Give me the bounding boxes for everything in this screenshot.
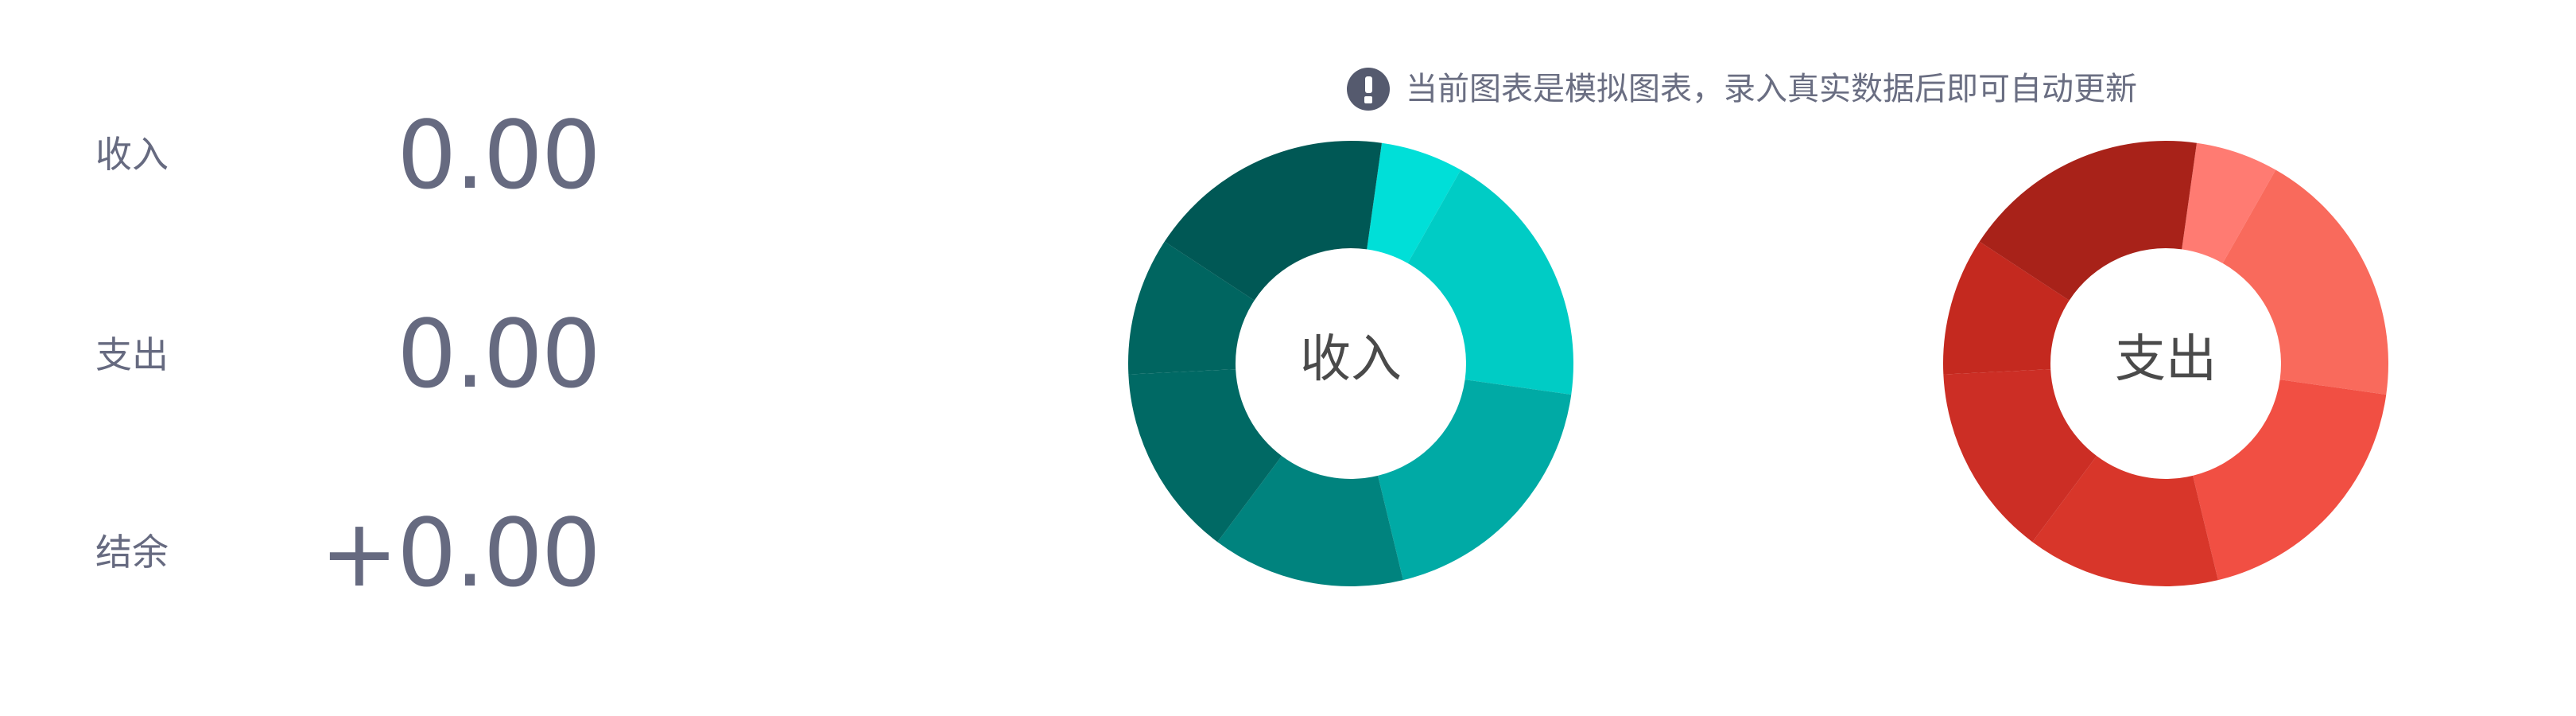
income-donut-center-label: 收入: [1300, 330, 1402, 389]
expense-slice-3: [2032, 456, 2218, 586]
income-slice-5: [1128, 241, 1255, 375]
summary-panel: 收入 0.00 支出 0.00 结余 +0.00: [0, 0, 716, 716]
income-row: 收入 0.00: [0, 95, 716, 255]
income-slice-6: [1164, 141, 1382, 301]
expense-slice-5: [1943, 241, 2070, 375]
expense-value: 0.00: [397, 299, 601, 409]
expense-slice-0: [2182, 142, 2276, 263]
expense-row: 支出 0.00: [0, 302, 716, 461]
expense-donut-center-label: 支出: [2115, 330, 2217, 389]
expense-label: 支出: [95, 333, 169, 376]
simulated-chart-notice: 当前图表是模拟图表，录入真实数据后即可自动更新: [1347, 65, 2137, 113]
income-slice-2: [1378, 379, 1572, 581]
income-slice-1: [1407, 169, 1573, 395]
notice-text: 当前图表是模拟图表，录入真实数据后即可自动更新: [1406, 71, 2137, 107]
exclamation-circle-icon: [1347, 68, 1390, 111]
income-slice-3: [1217, 456, 1403, 586]
balance-row: 结余 +0.00: [0, 493, 716, 652]
expense-donut-chart: [1943, 141, 2388, 586]
balance-label: 结余: [95, 531, 169, 574]
income-slice-4: [1128, 369, 1282, 543]
income-label: 收入: [95, 133, 169, 176]
income-slice-0: [1367, 142, 1461, 263]
expense-slice-1: [2222, 169, 2388, 395]
income-donut-chart: [1128, 141, 1573, 586]
balance-value: +0.00: [320, 498, 601, 608]
expense-slice-4: [1943, 369, 2097, 543]
income-value: 0.00: [397, 100, 601, 210]
expense-slice-2: [2193, 379, 2387, 581]
expense-slice-6: [1979, 141, 2197, 301]
